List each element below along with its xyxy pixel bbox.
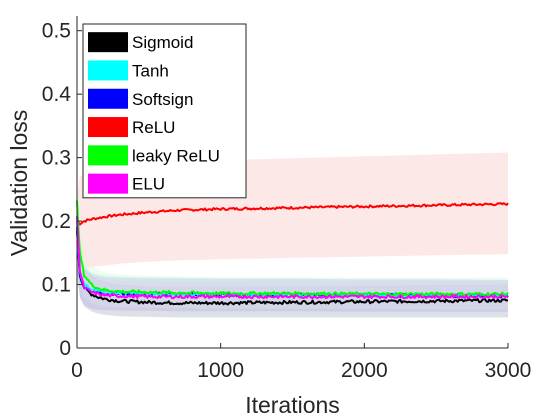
axes: [76, 16, 508, 349]
y-tick-label: 0.4: [42, 83, 72, 106]
series-lines: [76, 200, 509, 306]
legend-box: [82, 23, 247, 199]
y-tick-label: 0.3: [42, 147, 71, 170]
band-elu: [77, 189, 508, 312]
legend-swatch-sigmoid: [88, 32, 128, 53]
x-tick-label: 0: [71, 359, 83, 382]
legend-swatch-relu: [88, 117, 128, 138]
line-leaky-relu: [76, 200, 509, 297]
legend-label: ReLU: [132, 118, 175, 137]
band-tanh: [77, 195, 508, 312]
legend-swatch-softsign: [88, 88, 128, 109]
band-sigmoid: [77, 202, 508, 318]
y-axis-label: Validation loss: [6, 110, 32, 257]
x-tick-label: 2000: [341, 359, 388, 382]
legend-swatch-tanh: [88, 60, 128, 81]
y-tick-label: 0.5: [42, 20, 71, 43]
line-relu: [76, 202, 509, 226]
legend-swatch-leaky-relu: [88, 145, 128, 166]
x-tick-label: 3000: [485, 359, 532, 382]
legend: Sigmoid Tanh Softsign ReLU leaky ReLU ELU: [82, 23, 247, 199]
band-softsign: [77, 202, 508, 312]
y-tick-label: 0: [59, 337, 71, 360]
x-axis-label: Iterations: [245, 392, 340, 418]
legend-label: Sigmoid: [132, 33, 193, 52]
y-tick-label: 0.2: [42, 210, 71, 233]
legend-label: Softsign: [132, 90, 193, 109]
line-sigmoid: [76, 231, 509, 306]
legend-swatch-elu: [88, 173, 128, 194]
legend-label: ELU: [132, 175, 165, 194]
line-elu: [76, 216, 509, 300]
legend-label: leaky ReLU: [132, 146, 220, 165]
x-tick-label: 1000: [197, 359, 244, 382]
y-tick-label: 0.1: [42, 274, 71, 297]
ticks: 0 1000 2000 3000 0 0.1 0.2 0.3 0.4 0.5: [42, 20, 532, 382]
legend-label: Tanh: [132, 61, 169, 80]
